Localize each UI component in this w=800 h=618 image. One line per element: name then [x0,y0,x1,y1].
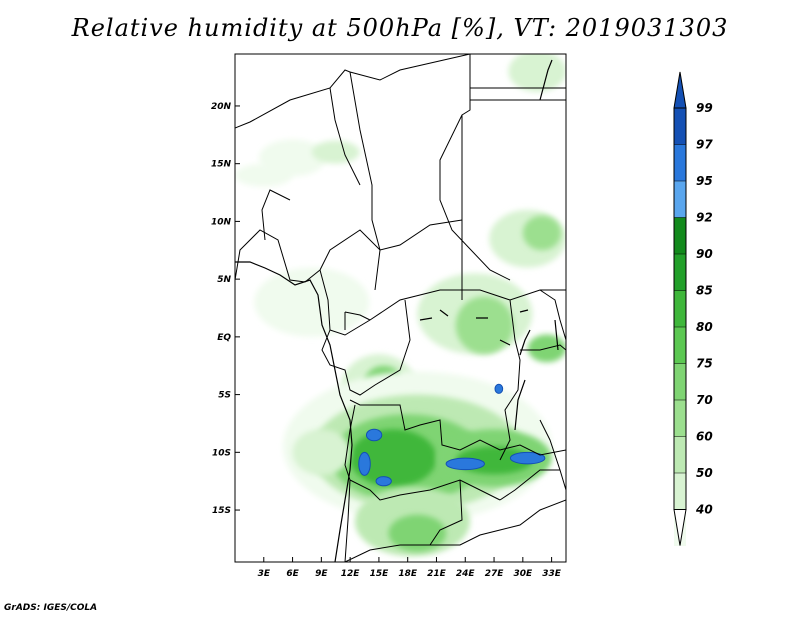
y-tick-label: 10N [211,217,232,227]
y-tick-label: 15S [212,506,231,516]
colorbar-label: 60 [696,430,713,444]
colorbar-segment [674,254,686,291]
x-tick-label: 9E [315,569,328,579]
colorbar-segment [674,436,686,473]
colorbar-label: 50 [696,466,713,480]
y-tick-label: 5N [217,275,231,285]
colorbar-label: 70 [696,393,713,407]
y-tick-label: 15N [211,160,232,170]
colorbar-label: 99 [696,101,713,115]
colorbar-label: 80 [696,320,713,334]
humidity-blob [522,215,562,251]
country-borders [235,54,566,562]
x-tick-label: 18E [398,569,418,579]
x-tick-label: 6E [286,569,299,579]
colorbar-segment [674,217,686,254]
high-humidity-patch [358,451,371,476]
high-humidity-patch [509,451,546,465]
colorbar-label: 92 [696,211,713,225]
x-tick-label: 15E [370,569,390,579]
colorbar-segment [674,144,686,181]
humidity-blob [311,140,360,164]
humidity-blob [235,163,293,187]
map-frame [234,53,567,563]
x-tick-label: 30E [513,569,533,579]
x-tick-label: 27E [485,569,505,579]
colorbar-segment [674,327,686,364]
colorbar-label: 75 [696,357,713,371]
x-tick-label: 24E [456,569,476,579]
latitude-axis: 20N 15N 10N 5N EQ 5S 10S 15S [211,102,240,516]
colorbar-label: 90 [696,247,713,261]
y-tick-label: EQ [217,333,231,343]
coastline [235,59,559,562]
map-title: Relative humidity at 500hPa [%], VT: 201… [71,14,729,42]
colorbar-label: 85 [696,284,713,298]
colorbar-segment [674,181,686,218]
colorbar: 40 50 60 70 75 80 85 90 92 95 97 99 [673,71,713,546]
high-humidity-patch [365,428,383,442]
colorbar-segment [674,108,686,145]
y-tick-label: 20N [211,102,232,112]
colorbar-segment [674,290,686,327]
x-tick-label: 3E [258,569,271,579]
credit-text: GrADS: IGES/COLA [4,603,98,613]
humidity-blob [455,296,514,355]
colorbar-top-arrow [673,71,687,109]
colorbar-label: 95 [696,174,713,188]
humidity-blob [508,54,566,93]
humidity-field [235,54,566,557]
humidity-blob [254,267,370,337]
x-tick-label: 12E [341,569,361,579]
x-tick-label: 21E [427,569,447,579]
colorbar-label: 97 [696,138,713,152]
colorbar-segment [674,363,686,400]
colorbar-segment [674,400,686,437]
humidity-blob [292,429,351,476]
high-humidity-patch [375,476,392,487]
colorbar-label: 40 [695,503,713,517]
high-humidity-patch [445,457,485,471]
x-tick-label: 33E [542,569,562,579]
longitude-axis: 3E 6E 9E 12E 15E 18E 21E 24E 27E 30E 33E [258,557,562,579]
colorbar-segment [674,473,686,510]
y-tick-label: 10S [212,448,231,458]
high-humidity-patch [494,383,504,394]
humidity-blob [350,429,437,487]
y-tick-label: 5S [218,391,231,401]
